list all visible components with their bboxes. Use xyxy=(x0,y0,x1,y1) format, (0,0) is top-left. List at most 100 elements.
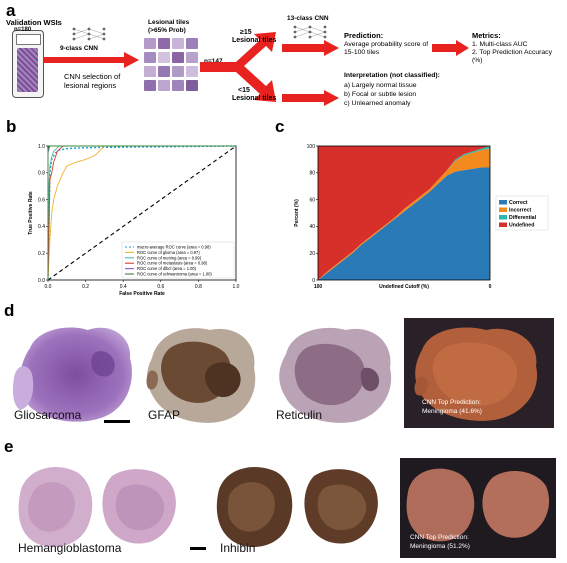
area-x-tick-left: 100 xyxy=(314,284,323,290)
area-x-axis-label: Undefined Cutoff (%) xyxy=(379,284,429,290)
area-y-tick-label: 100 xyxy=(307,144,316,150)
cnn-selection-text: CNN selection of lesional regions xyxy=(64,72,121,90)
label-inhibin: Inhibin xyxy=(220,541,256,555)
scale-bar-e xyxy=(190,547,206,550)
roc-x-tick-label: 0.2 xyxy=(82,284,89,290)
area-legend-entry: Incorrect xyxy=(509,208,531,214)
roc-x-tick-label: 0.0 xyxy=(45,284,52,290)
roc-y-axis-label: True Positive Rate xyxy=(28,191,34,235)
roc-legend-entry: ROC curve of dlbcl (area = 1.00) xyxy=(137,266,197,271)
roc-series-line xyxy=(47,145,236,280)
interpretation-title: Interpretation (not classified): xyxy=(344,72,440,79)
roc-y-tick-label: 0.4 xyxy=(38,224,45,230)
wsi-title: Validation WSIs xyxy=(6,18,62,27)
roc-x-tick-label: 0.6 xyxy=(157,284,164,290)
roc-y-tick-label: 0.6 xyxy=(38,197,45,203)
prediction-e-line2: Meningioma (51.2%) xyxy=(410,543,470,550)
roc-x-tick-label: 0.4 xyxy=(120,284,127,290)
ge15-count: ≥15 xyxy=(240,29,252,36)
roc-chart: 0.0 0.2 0.4 0.6 0.8 1.0 0.0 0.2 0.4 0.6 0.8 1.0 Fals… xyxy=(28,144,240,297)
roc-y-tick-label: 0.8 xyxy=(38,171,45,177)
arrow-to-interpretation xyxy=(282,90,339,106)
metrics-item-2: 2. Top Prediction Accuracy (%) xyxy=(472,49,552,64)
area-legend-entry: Differential xyxy=(509,215,537,221)
panel-a-letter: a xyxy=(6,1,16,20)
roc-x-axis-label: False Positive Rate xyxy=(119,291,165,297)
cnn13-network-icon xyxy=(293,25,327,39)
area-legend-swatch xyxy=(499,222,507,227)
cnn-heatmap-slide-d: CNN Top Prediction: Meningioma (41.6%) xyxy=(404,318,554,428)
roc-y-tick-label: 1.0 xyxy=(38,144,45,150)
lt15-count: <15 xyxy=(238,87,250,94)
arrow-to-prediction xyxy=(282,40,339,56)
lesional-tile-grid xyxy=(144,38,200,96)
roc-legend-entry: macro-average ROC curve (area = 0.98) xyxy=(137,245,211,250)
wsi-slide-icon xyxy=(12,30,44,98)
area-legend-swatch xyxy=(499,200,507,205)
roc-legend-box xyxy=(121,241,235,279)
interpretation-item-1: a) Largely normal tissue xyxy=(344,82,417,89)
roc-x-tick-label: 0.8 xyxy=(195,284,202,290)
gfap-stain-slide xyxy=(146,328,256,423)
area-x-tick-right: 0 xyxy=(489,284,492,290)
area-y-tick-label: 60 xyxy=(309,197,315,203)
roc-legend-entry: ROC curve of mening (area = 0.99) xyxy=(137,255,202,260)
prediction-d-line2: Meningioma (41.6%) xyxy=(422,408,482,415)
area-series-correct xyxy=(318,167,490,280)
area-series-incorrect xyxy=(318,148,490,280)
inhibin-stain-slide xyxy=(216,467,378,547)
interpretation-item-2: b) Focal or subtle lesion xyxy=(344,91,417,98)
roc-legend-entry: ROC curve of glioma (area = 0.97) xyxy=(137,250,200,255)
roc-series-line xyxy=(47,145,236,281)
hemangioblastoma-he-slide xyxy=(18,467,176,547)
area-series-undefined xyxy=(318,146,490,280)
cnn9-network-icon xyxy=(72,27,106,41)
fork-arrow xyxy=(200,32,276,102)
arrow-to-metrics xyxy=(432,40,469,56)
roc-legend-entry: ROC curve of metastasis (area = 0.98) xyxy=(137,261,208,266)
area-y-tick-label: 40 xyxy=(309,224,315,230)
area-y-tick-label: 0 xyxy=(312,278,315,284)
lesional-tiles-title: Lesional tiles xyxy=(148,19,190,26)
scale-bar-d xyxy=(104,420,130,423)
reticulin-stain-slide xyxy=(279,327,392,423)
panel-d-letter: d xyxy=(4,301,15,320)
prediction-d-line1: CNN Top Prediction: xyxy=(422,399,481,406)
area-y-tick-label: 20 xyxy=(309,251,315,257)
label-hemangioblastoma: Hemangioblastoma xyxy=(18,541,122,555)
roc-series-line xyxy=(47,145,236,281)
cnn13-label: 13-class CNN xyxy=(287,15,329,22)
area-legend-swatch xyxy=(499,215,507,220)
panel-c-letter: c xyxy=(275,117,285,136)
roc-chance-line xyxy=(47,145,237,281)
cnn-heatmap-slide-e: CNN Top Prediction: Meningioma (51.2%) xyxy=(400,458,556,558)
interpretation-item-3: c) Unlearned anomaly xyxy=(344,100,411,107)
prediction-title: Prediction: xyxy=(344,31,384,40)
n147-label: n=147 xyxy=(204,58,223,65)
label-gfap: GFAP xyxy=(148,408,181,422)
roc-y-tick-label: 0.0 xyxy=(38,278,45,284)
area-legend-entry: Correct xyxy=(509,200,528,206)
roc-legend-entry: ROC curve of schwannoma (area = 1.00) xyxy=(137,272,212,277)
panel-e-letter: e xyxy=(4,437,14,456)
lesional-tiles-sub: (>65% Prob) xyxy=(148,27,186,34)
area-legend-swatch xyxy=(499,207,507,212)
label-gliosarcoma: Gliosarcoma xyxy=(14,408,82,422)
prediction-text: Average probability score of 15-100 tile… xyxy=(344,41,429,56)
metrics-title: Metrics: xyxy=(472,31,501,40)
area-y-tick-label: 80 xyxy=(309,171,315,177)
lt15-label: Lesional tiles xyxy=(232,95,277,102)
arrow-to-tiles xyxy=(44,52,139,68)
area-plot-frame xyxy=(317,145,491,281)
panel-b-letter: b xyxy=(6,117,17,136)
gliosarcoma-he-slide xyxy=(12,327,132,422)
metrics-item-1: 1. Multi-class AUC xyxy=(472,41,528,48)
roc-y-tick-label: 0.2 xyxy=(38,251,45,257)
area-legend-entry: Undefined xyxy=(509,223,534,229)
area-y-axis-label: Percent (%) xyxy=(294,199,300,227)
prediction-e-line1: CNN Top Prediction: xyxy=(410,534,469,541)
roc-x-tick-label: 1.0 xyxy=(233,284,240,290)
label-reticulin: Reticulin xyxy=(276,408,323,422)
wsi-count: n=180 xyxy=(14,27,32,33)
